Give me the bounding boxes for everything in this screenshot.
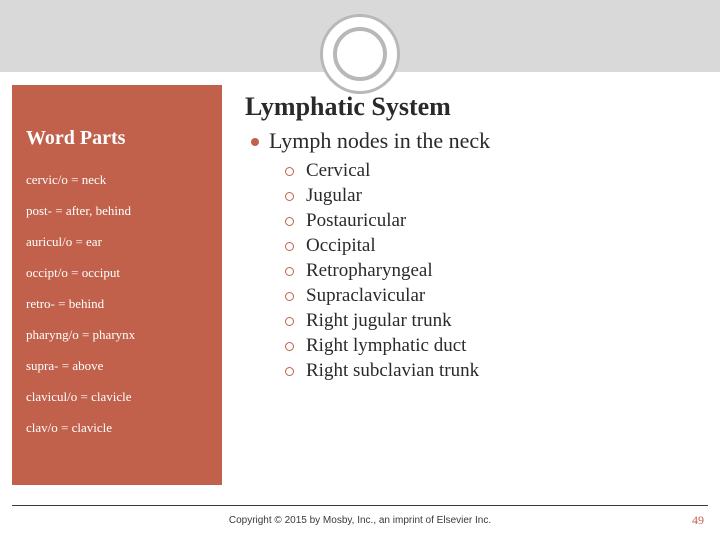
ring-inner-icon [333, 27, 387, 81]
sub-text: Cervical [306, 160, 370, 182]
bullet-circle-icon [285, 342, 294, 351]
bullet-text: Lymph nodes in the neck [269, 128, 490, 154]
sub-item: Retropharyngeal [285, 260, 704, 282]
sub-item: Right subclavian trunk [285, 360, 704, 382]
sub-text: Right jugular trunk [306, 310, 452, 332]
sub-item: Occipital [285, 235, 704, 257]
word-part: occipt/o = occiput [26, 265, 208, 281]
bullet-circle-icon [285, 317, 294, 326]
sub-text: Occipital [306, 235, 376, 257]
sidebar-title: Word Parts [26, 127, 208, 150]
main-content: Lymphatic System Lymph nodes in the neck… [245, 92, 704, 385]
sub-item: Right jugular trunk [285, 310, 704, 332]
bullet-disc-icon [251, 138, 259, 146]
word-part: post- = after, behind [26, 203, 208, 219]
sub-item: Postauricular [285, 210, 704, 232]
bullet-circle-icon [285, 217, 294, 226]
word-part: retro- = behind [26, 296, 208, 312]
bullet-circle-icon [285, 292, 294, 301]
word-part: clavicul/o = clavicle [26, 389, 208, 405]
footer-separator [12, 505, 708, 506]
sub-item: Jugular [285, 185, 704, 207]
word-part: supra- = above [26, 358, 208, 374]
bullet-line: Lymph nodes in the neck [251, 128, 704, 154]
bullet-circle-icon [285, 242, 294, 251]
sub-text: Right subclavian trunk [306, 360, 479, 382]
sub-text: Retropharyngeal [306, 260, 433, 282]
bullet-circle-icon [285, 167, 294, 176]
sub-list: Cervical Jugular Postauricular Occipital… [285, 160, 704, 382]
sub-item: Cervical [285, 160, 704, 182]
word-part: pharyng/o = pharynx [26, 327, 208, 343]
sub-text: Jugular [306, 185, 362, 207]
word-part: auricul/o = ear [26, 234, 208, 250]
bullet-circle-icon [285, 267, 294, 276]
sub-text: Right lymphatic duct [306, 335, 466, 357]
bullet-circle-icon [285, 192, 294, 201]
sidebar: Word Parts cervic/o = neck post- = after… [12, 85, 222, 485]
main-title: Lymphatic System [245, 92, 704, 122]
sub-text: Postauricular [306, 210, 406, 232]
sub-item: Right lymphatic duct [285, 335, 704, 357]
sub-text: Supraclavicular [306, 285, 425, 307]
decorative-ring-icon [320, 14, 400, 94]
word-part: cervic/o = neck [26, 172, 208, 188]
bullet-circle-icon [285, 367, 294, 376]
copyright-text: Copyright © 2015 by Mosby, Inc., an impr… [0, 515, 720, 526]
word-part: clav/o = clavicle [26, 420, 208, 436]
slide-number: 49 [692, 513, 704, 528]
sub-item: Supraclavicular [285, 285, 704, 307]
